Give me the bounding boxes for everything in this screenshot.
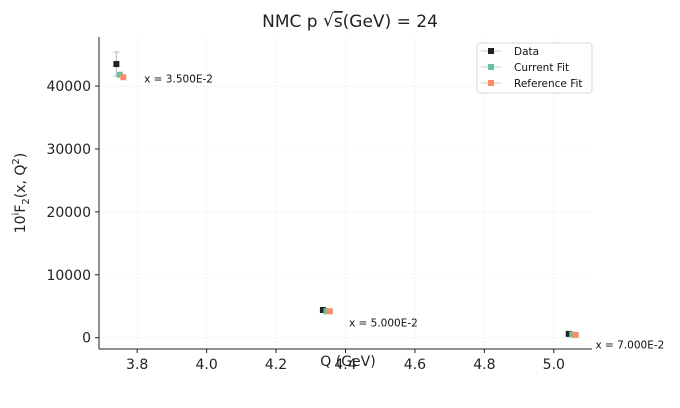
- x-tick-label: 5.0: [543, 357, 565, 373]
- x-tick-label: 4.8: [473, 357, 495, 373]
- legend-marker-current-fit: [488, 64, 494, 70]
- legend-marker-reference-fit: [488, 80, 494, 86]
- y-tick-label: 0: [82, 331, 91, 347]
- reference-fit-point: [326, 308, 333, 315]
- title-sqrt-s: s: [334, 12, 343, 32]
- x-ticks: 3.8 4.0 4.2 4.4 4.6 4.8 5.0: [126, 349, 565, 373]
- reference-fit-point: [120, 74, 127, 81]
- y-ticks: 0 10000 20000 30000 40000: [46, 79, 99, 347]
- current-fit-point: [116, 71, 123, 78]
- data-point: [113, 61, 120, 68]
- x-tick-label: 4.4: [334, 357, 356, 373]
- y-tick-label: 30000: [46, 142, 91, 158]
- x-axis-label: Q (GeV): [320, 354, 375, 370]
- chart-title: NMC p √s(GeV) = 24: [262, 11, 438, 32]
- x-tick-label: 4.2: [265, 357, 287, 373]
- x-tick-label: 4.6: [404, 357, 426, 373]
- data-marks: [113, 51, 579, 338]
- x-tick-label: 3.8: [126, 357, 148, 373]
- data-point: [565, 330, 572, 337]
- legend-label-data: Data: [514, 46, 539, 58]
- legend-marker-data: [488, 48, 494, 54]
- x-tick-label: 4.0: [195, 357, 217, 373]
- legend-label-reference-fit: Reference Fit: [514, 78, 583, 90]
- legend: Data Current Fit Reference Fit: [476, 42, 593, 94]
- data-point: [319, 307, 326, 313]
- legend-box: [476, 42, 593, 94]
- point-annotation: x = 7.000E-2: [595, 340, 664, 352]
- y-axis-label: 10iF2(x, Q2): [11, 153, 32, 234]
- y-tick-label: 20000: [46, 205, 91, 221]
- point-annotation: x = 5.000E-2: [349, 318, 418, 330]
- annotations: x = 3.500E-2 x = 5.000E-2 x = 7.000E-2: [144, 74, 664, 352]
- y-tick-label: 40000: [46, 79, 91, 95]
- y-tick-label: 10000: [46, 268, 91, 284]
- current-fit-point: [323, 308, 330, 315]
- current-fit-point: [569, 331, 576, 338]
- legend-label-current-fit: Current Fit: [514, 62, 569, 74]
- point-annotation: x = 3.500E-2: [144, 74, 213, 86]
- reference-fit-point: [572, 331, 579, 338]
